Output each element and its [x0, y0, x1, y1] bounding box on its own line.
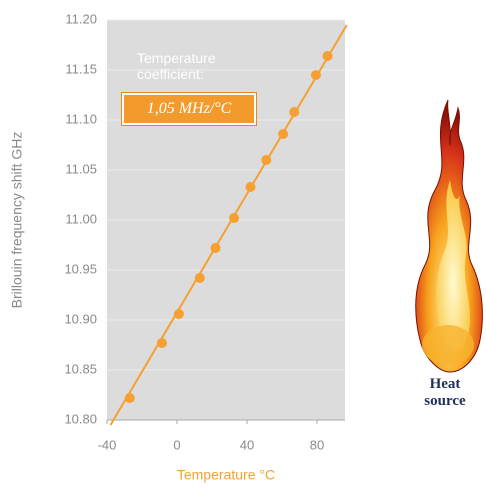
- data-point: [211, 243, 221, 253]
- x-tick-label: 0: [173, 437, 180, 452]
- data-point: [195, 273, 205, 283]
- x-tick-label: -40: [98, 437, 117, 452]
- heat-source-label: Heat source: [410, 376, 480, 410]
- data-point: [246, 182, 256, 192]
- y-tick-label: 10.90: [64, 311, 97, 326]
- y-tick-label: 11.00: [65, 211, 97, 226]
- x-tick-label: 80: [310, 437, 324, 452]
- y-tick-label: 10.80: [64, 411, 97, 426]
- y-tick-label: 10.85: [64, 361, 97, 376]
- data-point: [125, 393, 135, 403]
- x-axis-title: Temperature °C: [177, 467, 275, 483]
- y-axis-title: Brillouin frequency shift GHz: [9, 132, 25, 309]
- y-tick-label: 11.10: [65, 111, 97, 126]
- flame: [416, 100, 483, 372]
- data-point: [261, 155, 271, 165]
- y-tick-label: 11.20: [65, 11, 97, 26]
- data-point: [229, 213, 239, 223]
- page: {"chart_data": {"type": "scatter", "xlab…: [0, 0, 486, 488]
- x-tick-label: 40: [240, 437, 254, 452]
- y-tick-label: 10.95: [64, 261, 97, 276]
- data-point: [311, 70, 321, 80]
- data-point: [157, 338, 167, 348]
- data-point: [174, 309, 184, 319]
- y-tick-label: 11.05: [65, 161, 97, 176]
- coefficient-label: 1,05 MHz/°C: [122, 93, 256, 125]
- data-point: [278, 129, 288, 139]
- y-tick-label: 11.15: [65, 61, 97, 76]
- data-point: [323, 51, 333, 61]
- annotation: Temperature coefficient:: [137, 50, 247, 82]
- data-point: [289, 107, 299, 117]
